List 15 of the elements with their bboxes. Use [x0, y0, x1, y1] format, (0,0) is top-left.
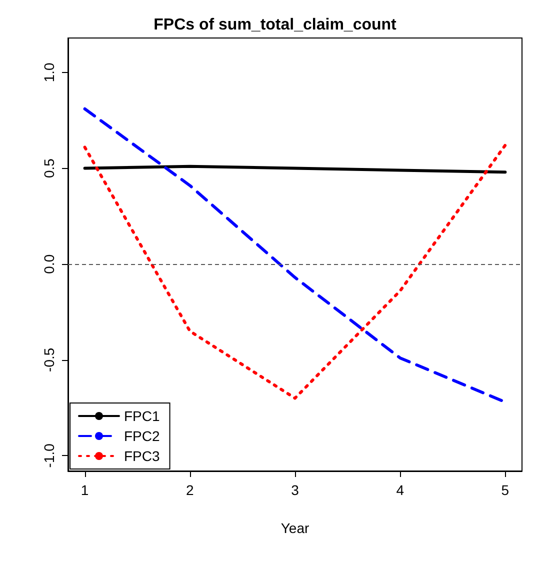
y-tick-label: 0.0: [41, 254, 57, 274]
legend-label: FPC3: [124, 448, 160, 464]
legend-label: FPC2: [124, 428, 160, 444]
x-tick-label: 1: [80, 482, 89, 498]
x-tick-label: 5: [501, 482, 510, 498]
y-tick-label: 1.0: [41, 62, 57, 82]
y-tick-label: -0.5: [41, 348, 57, 372]
x-tick-label: 4: [396, 482, 404, 498]
x-axis-title: Year: [280, 520, 310, 536]
x-tick-label: 2: [186, 482, 194, 498]
x-tick-label: 3: [291, 482, 300, 498]
legend-label: FPC1: [124, 408, 160, 424]
y-tick-label: 0.5: [41, 158, 57, 178]
chart-title: FPCs of sum_total_claim_count: [154, 16, 398, 34]
y-tick-label: -1.0: [41, 443, 57, 468]
